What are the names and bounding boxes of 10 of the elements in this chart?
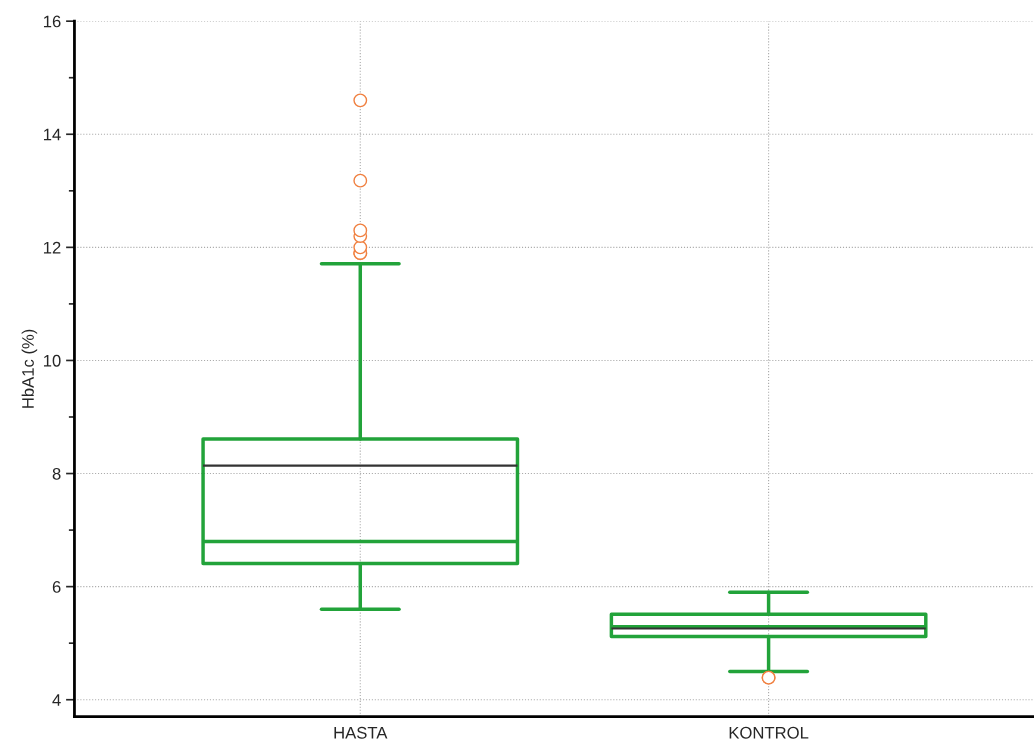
y-tick-label: 8 (52, 467, 61, 480)
y-tick-label: 12 (43, 241, 61, 254)
y-tick-label: 14 (43, 128, 61, 141)
x-tick-label: KONTROL (729, 726, 809, 739)
y-tick-label: 16 (43, 15, 61, 28)
y-tick-label: 6 (52, 581, 61, 593)
y-tick-label: 4 (52, 694, 61, 706)
y-axis-title: HbA1c (%) (21, 329, 38, 408)
x-tick-label: HASTA (334, 726, 388, 739)
y-tick-label: 10 (43, 354, 61, 367)
